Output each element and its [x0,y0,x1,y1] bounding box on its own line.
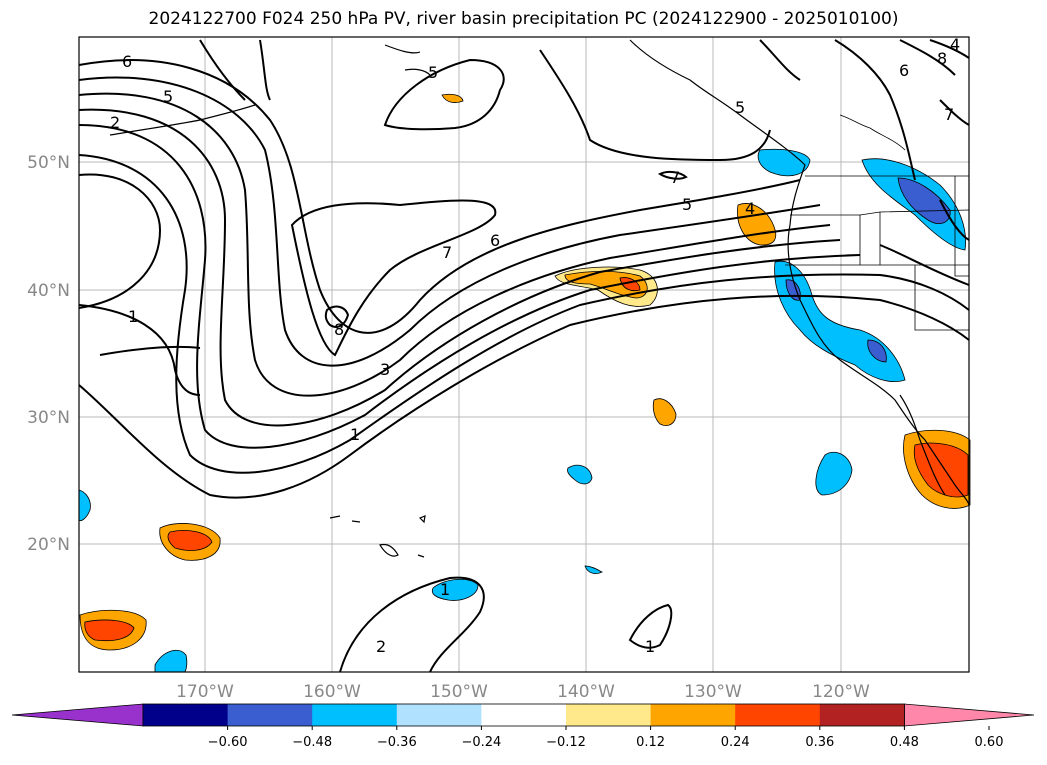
colorbar-segment [481,704,567,726]
contour-label: 8 [334,320,344,339]
lon-label-150w: 150°W [430,682,488,702]
colorbar-segment [396,704,482,726]
contour-label: 1 [440,580,450,599]
colorbar-tick-label: 0.24 [721,735,750,750]
lon-labels: 170°W 160°W 150°W 140°W 130°W 120°W [176,682,870,702]
contour-label: 7 [442,243,452,262]
colorbar-tick-label: −0.36 [377,735,417,750]
contour-labels: 6 5 2 1 8 3 1 7 6 7 5 4 5 5 6 8 7 4 1 2 … [110,35,960,656]
map-title: 2024122700 F024 250 hPa PV, river basin … [148,9,899,29]
lat-label-20n: 20°N [27,535,70,555]
contour-label: 6 [122,52,132,71]
colorbar-tick-label: 0.60 [975,735,1004,750]
contour-label: 7 [944,105,954,124]
contour-label: 8 [937,49,947,68]
contour-label: 1 [645,637,655,656]
contour-label: 5 [428,63,438,82]
colorbar-tick-label: 0.12 [636,735,665,750]
lat-label-30n: 30°N [27,408,70,428]
contour-label: 1 [350,425,360,444]
lon-label-130w: 130°W [684,682,742,702]
colorbar-segment [819,704,905,726]
colorbar-extend-max [904,703,1035,727]
colorbar-tick-label: 0.48 [890,735,919,750]
colorbar-segment [650,704,736,726]
colorbar-segment [143,704,229,726]
colorbar-tick-label: −0.48 [292,735,332,750]
lat-labels: 50°N 40°N 30°N 20°N [27,153,70,555]
borders [785,114,970,331]
lon-label-160w: 160°W [303,682,361,702]
contour-label: 2 [376,637,386,656]
colorbar-tick-label: 0.36 [805,735,834,750]
contour-label: 4 [745,199,755,218]
contour-label: 1 [128,307,138,326]
contour-label: 6 [490,231,500,250]
colorbar: −0.60 −0.48 −0.36 −0.24 −0.12 0.12 0.24 0.36 0.4… [11,703,1035,750]
colorbar-extend-min [11,703,144,727]
colorbar-tick-label: −0.12 [546,735,586,750]
contour-label: 4 [950,35,960,54]
lon-label-140w: 140°W [557,682,615,702]
colorbar-segment [566,704,652,726]
precip-shading [78,93,971,673]
colorbar-segment [312,704,398,726]
contour-label: 3 [380,360,390,379]
colorbar-outline [142,703,905,727]
coastlines [109,39,970,558]
colorbar-segment [227,704,313,726]
contour-label: 7 [670,168,680,187]
lon-label-170w: 170°W [176,682,234,702]
contour-label: 6 [899,61,909,80]
contour-label: 5 [682,195,692,214]
colorbar-tick-label: −0.60 [208,735,248,750]
contour-label: 2 [110,113,120,132]
colorbar-tick-label: −0.24 [461,735,501,750]
contour-label: 5 [163,87,173,106]
lat-label-50n: 50°N [27,153,70,173]
contour-label: 5 [735,98,745,117]
map-frame [78,36,970,673]
colorbar-segment [735,704,821,726]
pv-contours [78,39,970,673]
lat-label-40n: 40°N [27,281,70,301]
lon-label-120w: 120°W [812,682,870,702]
